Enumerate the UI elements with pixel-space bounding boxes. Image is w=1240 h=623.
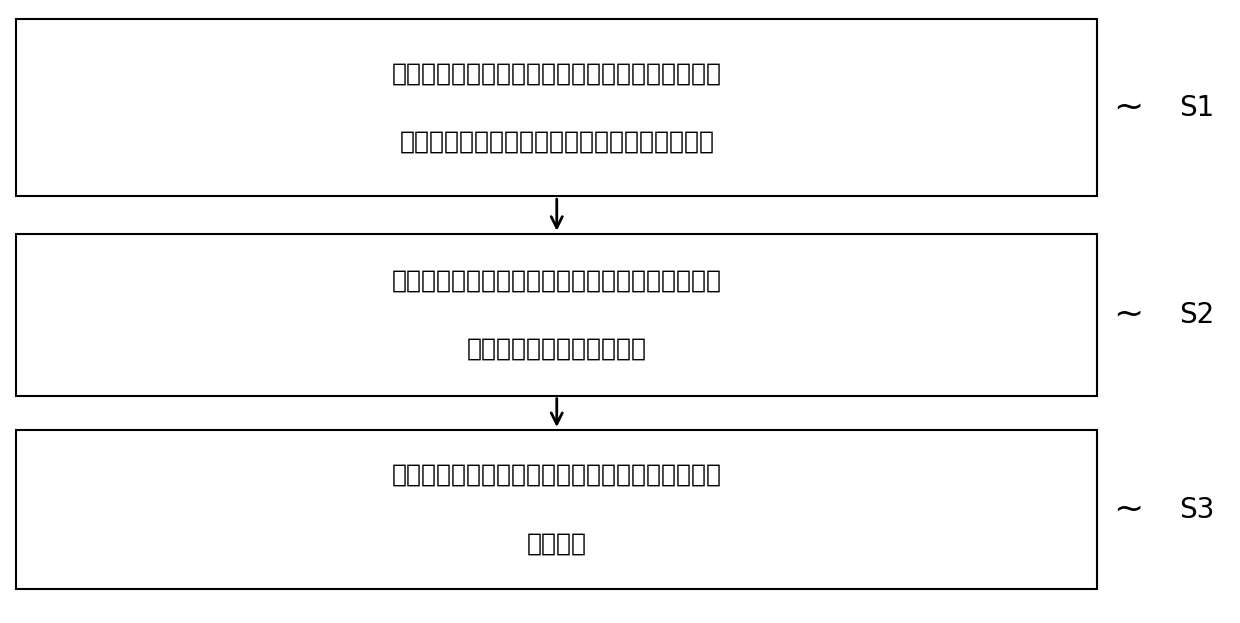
Text: 光学元件: 光学元件: [527, 531, 587, 556]
Text: ~: ~: [1114, 493, 1143, 526]
FancyBboxPatch shape: [16, 19, 1097, 196]
Text: 叠加待衍射图像在预设距离处的图像光场复振幅和: 叠加待衍射图像在预设距离处的图像光场复振幅和: [392, 61, 722, 85]
Text: 将所述衍射复振幅的相位作为透射率设计所述衍射: 将所述衍射复振幅的相位作为透射率设计所述衍射: [392, 463, 722, 487]
Text: S1: S1: [1179, 94, 1214, 121]
Text: 部分相干光源的部分相干光场，获取干涉复振幅: 部分相干光源的部分相干光场，获取干涉复振幅: [399, 130, 714, 154]
Text: S3: S3: [1179, 496, 1214, 523]
Text: ~: ~: [1114, 298, 1143, 331]
Text: 的相位中，获取衍射复振幅: 的相位中，获取衍射复振幅: [466, 337, 647, 361]
Text: 将所述部分相干光场的光强度代入所述干涉复振幅: 将所述部分相干光场的光强度代入所述干涉复振幅: [392, 269, 722, 292]
FancyBboxPatch shape: [16, 234, 1097, 396]
Text: S2: S2: [1179, 301, 1214, 328]
Text: ~: ~: [1114, 91, 1143, 125]
FancyBboxPatch shape: [16, 430, 1097, 589]
